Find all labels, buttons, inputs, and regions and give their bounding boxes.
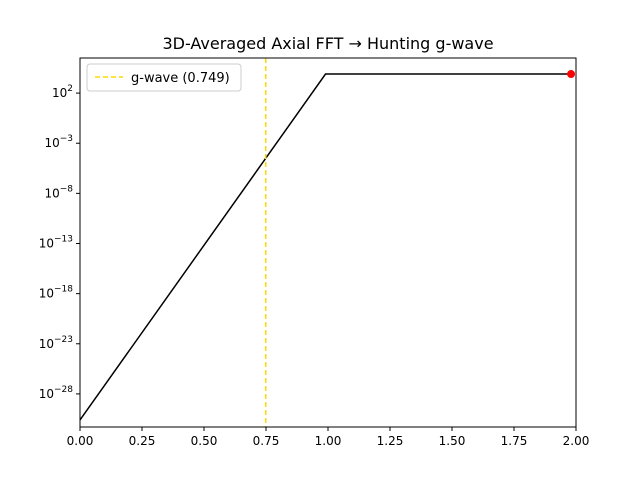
y-tick-label: 10−8 xyxy=(44,184,73,200)
y-tick-label: 10−18 xyxy=(39,285,74,301)
plot-area xyxy=(79,58,576,427)
x-tick-label: 1.00 xyxy=(315,434,342,448)
x-tick-label: 1.50 xyxy=(439,434,466,448)
y-tick-label: 102 xyxy=(52,84,73,100)
y-tick-label: 10−3 xyxy=(44,134,73,150)
chart-title: 3D-Averaged Axial FFT → Hunting g-wave xyxy=(162,34,493,53)
endpoint-marker xyxy=(567,70,576,79)
x-tick-label: 2.00 xyxy=(563,434,590,448)
x-tick-label: 0.25 xyxy=(129,434,156,448)
legend-label: g-wave (0.749) xyxy=(131,71,230,86)
y-tick-label: 10−23 xyxy=(39,335,73,351)
y-axis: 102 10−3 10−8 10−13 10−18 10−23 10−28 xyxy=(39,84,80,401)
x-tick-label: 1.25 xyxy=(377,434,404,448)
x-tick-label: 0.75 xyxy=(253,434,280,448)
x-axis: 0.00 0.25 0.50 0.75 1.00 1.25 1.50 1.75 2.00 xyxy=(67,427,590,448)
x-tick-label: 0.00 xyxy=(67,434,94,448)
legend-box xyxy=(86,63,242,92)
y-tick-label: 10−13 xyxy=(39,235,73,251)
y-tick-label: 10−28 xyxy=(39,385,74,401)
x-tick-label: 0.50 xyxy=(191,434,218,448)
axes-frame xyxy=(79,57,577,428)
x-tick-label: 1.75 xyxy=(501,434,528,448)
legend: g-wave (0.749) xyxy=(86,63,242,92)
series-line xyxy=(79,73,572,421)
